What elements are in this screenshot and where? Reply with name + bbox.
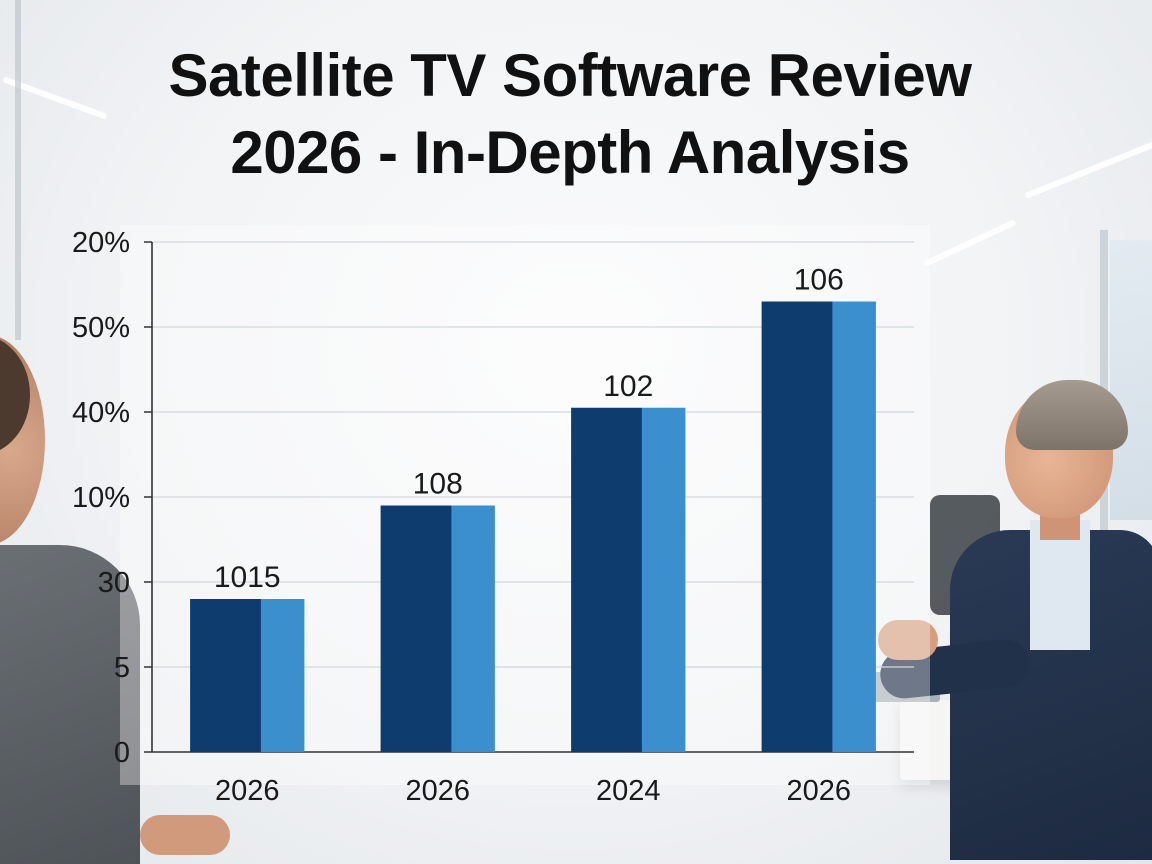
x-tick-label: 2024: [596, 775, 661, 807]
y-tick-label: 40%: [72, 397, 130, 429]
y-tick-label: 0: [114, 737, 130, 769]
bar-data-label: 1015: [214, 561, 281, 594]
bar-data-label: 108: [413, 468, 463, 501]
bar-light-half: [832, 301, 876, 752]
x-tick-label: 2026: [405, 775, 470, 807]
y-tick-label: 20%: [72, 227, 130, 259]
bar-data-label: 102: [603, 370, 653, 403]
y-tick-label: 5: [114, 652, 130, 684]
x-tick-label: 2026: [215, 775, 280, 807]
left-person-photo: [0, 335, 240, 864]
bar-dark-half: [571, 407, 642, 752]
chart-title-line-1: Satellite TV Software Review: [168, 42, 972, 109]
y-tick-label: 30: [98, 567, 130, 599]
bar-light-half: [260, 599, 305, 752]
smiling-man-photo: [877, 380, 1152, 864]
chart-title-line-2: 2026 - In-Depth Analysis: [230, 119, 910, 186]
bar-light-half: [641, 407, 686, 752]
bar-dark-half: [761, 301, 833, 752]
bar-dark-half: [380, 505, 452, 752]
bar-data-label: 106: [794, 264, 844, 297]
y-tick-label: 10%: [72, 482, 130, 514]
bar-light-half: [451, 505, 495, 752]
x-tick-label: 2026: [786, 775, 851, 807]
y-tick-label: 50%: [72, 312, 130, 344]
bar-dark-half: [190, 599, 261, 752]
